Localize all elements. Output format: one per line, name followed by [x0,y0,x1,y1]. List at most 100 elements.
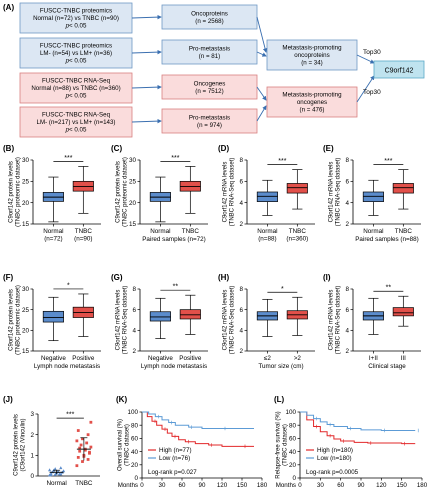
panel-j-data-point [76,456,80,459]
panel-c-y-tick-label: 25 [129,179,137,186]
panel-h-y-tick-label: 8 [239,286,243,293]
panel-b-x-tick-label: (n=90) [74,236,92,243]
panel-j-y-tick-label: 3 [30,411,34,418]
panel-j-x-tick-label: TNBC [75,480,93,487]
intersection-box [266,86,358,118]
panel-j-data-point [89,445,93,449]
panel-d-y-tick-label: 4 [239,200,243,207]
panel-l-y-tick-label: 100 [285,409,296,416]
panel-l-y-tick-label: 60 [289,436,297,443]
panel-label-a: (A) [3,3,14,12]
panel-d-y-axis-label: C9orf142 mRNA levels(TNBC RNA-Seq datase… [223,158,236,227]
flow-arrow [131,49,162,55]
panel-h-label: (H) [218,273,229,282]
panel-b-sig-label: *** [64,155,72,162]
panel-l-logrank-annotation: Log-rank p=0.0005 [306,469,359,476]
panel-i-y-axis-label: C9orf142 mRNA levels(TNBC RNA-Seq datase… [329,286,342,355]
intersection-box-line: (n = 476) [300,107,325,114]
panel-j-data-point [75,464,79,468]
panel-j-y-axis-label: C9orf142 protein levels(C9orf142 /Vincul… [14,414,27,476]
panel-l-y-tick-label: 20 [289,462,297,469]
panel-e-box [392,183,414,194]
panel-k-y-tick-label: 20 [131,462,139,469]
panel-k-x-tick-label: 60 [179,482,186,489]
panel-j-data-point [78,446,82,450]
flow-arrow [131,14,162,20]
filtered-set-box-line: Oncogenes [194,80,226,87]
intersection-box-line: Metastasis-promoting [282,45,342,52]
panel-i-y-tick-label: 6 [345,307,349,314]
intersection-box [266,39,358,71]
panel-g-box [179,309,201,320]
panel-c-y-tick-label: 20 [129,200,137,207]
panel-e-y-tick-label: 8 [345,157,349,164]
panel-l-x-tick-label: 180 [417,482,428,489]
filtered-set-box-line: (n = 974) [197,122,222,129]
panel-l-y-tick-label: 80 [289,422,297,429]
panel-j-data-point [62,469,66,473]
panel-l-label: (L) [274,395,285,404]
panel-j-data-point [57,472,61,476]
panel-f-x-tick-label: Positive [72,355,95,362]
filtered-set-box-line: Oncoproteins [191,10,228,17]
panel-c-y-tick-label: 30 [129,157,137,164]
source-dataset-box-line: FUSCC-TNBC proteomics [40,8,112,15]
filtered-set-box-line: (n = 81) [199,53,221,60]
filtered-set-box [161,74,258,100]
panel-d-y-tick-label: 2 [239,221,243,228]
panel-j-x-tick-label: Normal [46,480,66,487]
panel-g-y-axis-label: C9orf142 mRNA levels(TNBC RNA-Seq datase… [116,286,129,355]
panel-b-y-tick-label: 25 [22,179,30,186]
intersection-box-line: (n = 34) [301,60,323,67]
source-dataset-box-line: Normal (n=88) vs TNBC (n=360) [31,85,120,92]
panel-k-x-tick-label: 0 [140,482,144,489]
km-plot-k: (K) 0 20 40 60 80 100 Overall survival (%)(TNBC… [116,395,268,489]
filtered-set-box-line: (n = 7512) [195,88,223,95]
panel-g-x-axis-title: Lymph node metastasis [141,363,207,370]
panel-g-x-tick-label: Positive [179,355,202,362]
panel-b-x-tick-label: TNBC [75,228,93,235]
top30-label-lower: Top30 [363,89,381,96]
panel-j-data-point [89,420,93,424]
panel-k-survival-curve [142,411,254,429]
panel-g-y-tick-label: 4 [132,328,136,335]
source-dataset-box-line: p< 0.05 [65,23,87,30]
panel-k-y-tick-label: 0 [134,475,138,482]
panel-d-label: (D) [218,144,229,153]
panel-f-sig-label: * [67,282,70,289]
source-dataset-box [19,72,133,104]
panel-f-x-axis-title: Lymph node metastasis [34,363,100,370]
panel-j-data-point [76,429,80,432]
flow-arrow [256,16,268,53]
panel-k-logrank-annotation: Log-rank p=0.027 [148,469,197,476]
panel-f-y-tick-label: 25 [22,307,30,314]
panel-j-data-point [85,441,89,445]
panel-j-y-tick-label: 2 [30,432,34,439]
panel-j-sig-label: *** [66,412,74,419]
panel-k-x-tick-label: 150 [237,482,248,489]
panel-d-sig-label: *** [278,158,286,165]
panel-c-y-axis-label: C9orf142 protein levels(TNBC proteomic d… [116,157,129,227]
intersection-box-line: oncogenes [297,99,327,106]
panel-i-label: (I) [323,273,331,282]
filtered-set-box-line: (n = 2568) [195,18,223,25]
panel-i-y-tick-label: 8 [345,286,349,293]
panel-b-y-tick-label: 30 [22,157,30,164]
panel-j-data-point [86,458,90,461]
source-dataset-box-line: FUSCC-TNBC RNA-Seq [42,112,111,119]
panel-h-x-axis-title: Tumor size (cm) [258,363,303,370]
panel-k-x-tick-label: 120 [217,482,228,489]
panel-k-y-tick-label: 80 [131,422,139,429]
panel-k-y-tick-label: 60 [131,436,139,443]
flow-arrow [356,75,375,103]
panel-g-x-tick-label: Negative [148,355,173,362]
panel-e-y-axis-label: C9orf142 mRNA levels(TNBC RNA-Seq datase… [329,158,342,227]
panel-f-x-tick-label: Negative [41,355,66,362]
